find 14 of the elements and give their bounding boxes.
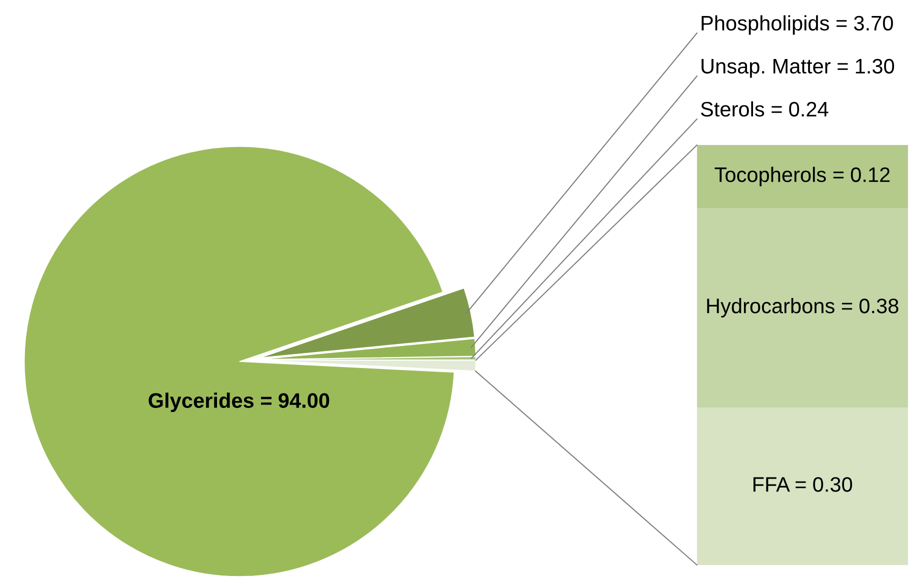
data-label: 0.24 — [789, 102, 828, 117]
slice-label: Phospholipids = — [702, 15, 847, 35]
series-label: Tocopherols = — [714, 166, 844, 186]
data-label: 0.38 — [859, 298, 898, 314]
series-label: Hydrocarbons = — [707, 298, 852, 318]
series-label: FFA = — [753, 477, 806, 492]
data-label: 94.00 — [278, 393, 330, 408]
data-label: 1.30 — [856, 58, 894, 74]
slice-label: Unsap. Matter = — [702, 59, 848, 78]
data-label: 0.12 — [850, 167, 890, 182]
slice-label: Sterols = — [700, 101, 782, 117]
data-label: 0.30 — [813, 477, 852, 492]
data-label: 3.70 — [854, 16, 893, 31]
slice-label: Glycerides = — [148, 392, 272, 412]
